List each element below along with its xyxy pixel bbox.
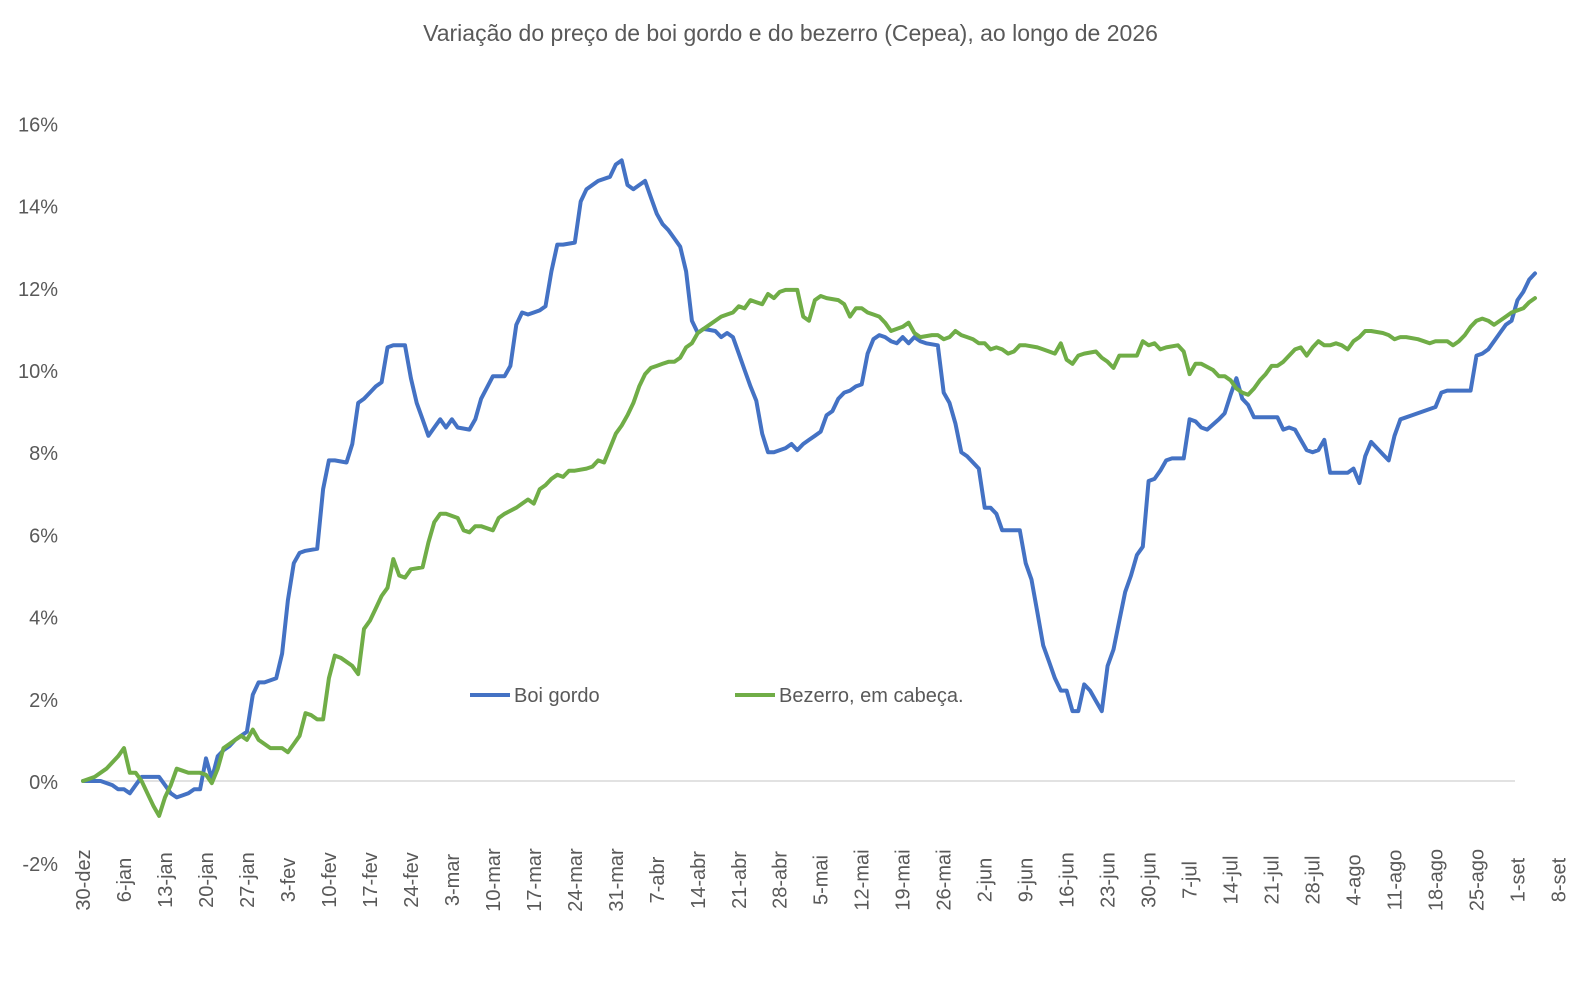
x-tick-label: 24-mar: [565, 848, 587, 912]
x-tick-label: 1-set: [1507, 857, 1529, 902]
x-tick-label: 17-fev: [360, 852, 382, 908]
x-tick-label: 5-mai: [811, 855, 833, 905]
x-tick-label: 7-abr: [647, 856, 669, 903]
series-line-boi-gordo: [81, 158, 1537, 800]
x-tick-label: 6-jan: [114, 858, 136, 902]
x-tick-label: 14-jul: [1221, 856, 1243, 905]
y-tick-label: -2%: [22, 854, 58, 876]
x-tick-label: 31-mar: [606, 848, 628, 912]
x-tick-label: 3-fev: [278, 858, 300, 902]
x-tick-label: 10-mar: [483, 848, 505, 912]
x-tick-label: 10-fev: [319, 852, 341, 908]
x-tick-label: 24-fev: [401, 852, 423, 908]
x-tick-label: 28-abr: [770, 851, 792, 909]
x-tick-label: 8-set: [1548, 857, 1570, 902]
y-tick-label: 14%: [18, 197, 58, 219]
x-tick-label: 30-jun: [1139, 852, 1161, 908]
x-axis-ticks: 30-dez 6-jan 13-jan 20-jan 27-jan 3-fev 10-fev…: [73, 848, 1570, 912]
series-line-bezerro: [81, 287, 1537, 818]
x-tick-label: 12-mai: [852, 849, 874, 910]
y-axis-ticks: -2% 0% 2% 4% 6% 8% 10% 12% 14% 16%: [18, 114, 58, 876]
x-tick-label: 11-ago: [1385, 850, 1407, 911]
x-tick-label: 3-mar: [442, 854, 464, 907]
x-tick-label: 14-abr: [688, 851, 710, 909]
legend: Boi gordo Bezerro, em cabeça.: [470, 685, 964, 707]
x-tick-label: 26-mai: [934, 849, 956, 910]
x-tick-label: 23-jun: [1098, 852, 1120, 908]
x-tick-label: 19-mai: [893, 849, 915, 910]
x-tick-label: 7-jul: [1180, 861, 1202, 899]
series-layer: [81, 158, 1537, 818]
y-tick-label: 10%: [18, 361, 58, 383]
x-tick-label: 28-jul: [1303, 856, 1325, 905]
x-tick-label: 30-dez: [73, 849, 95, 910]
x-tick-label: 2-jun: [975, 858, 997, 902]
x-tick-label: 25-ago: [1466, 849, 1488, 911]
x-tick-label: 16-jun: [1057, 852, 1079, 908]
x-tick-label: 9-jun: [1016, 858, 1038, 902]
x-tick-label: 27-jan: [237, 852, 259, 908]
x-tick-label: 4-ago: [1344, 854, 1366, 905]
x-tick-label: 21-jul: [1262, 856, 1284, 905]
legend-label: Bezerro, em cabeça.: [779, 685, 964, 707]
x-tick-label: 21-abr: [729, 851, 751, 909]
x-tick-label: 20-jan: [196, 852, 218, 908]
y-tick-label: 0%: [29, 772, 58, 794]
chart-title: Variação do preço de boi gordo e do beze…: [423, 20, 1158, 46]
x-tick-label: 18-ago: [1426, 849, 1448, 911]
y-tick-label: 4%: [29, 608, 58, 630]
y-tick-label: 12%: [18, 279, 58, 301]
x-tick-label: 17-mar: [524, 848, 546, 912]
x-tick-label: 13-jan: [155, 852, 177, 908]
y-tick-label: 6%: [29, 525, 58, 547]
y-tick-label: 2%: [29, 690, 58, 712]
y-tick-label: 8%: [29, 443, 58, 465]
y-tick-label: 16%: [18, 114, 58, 136]
legend-label: Boi gordo: [514, 685, 600, 707]
